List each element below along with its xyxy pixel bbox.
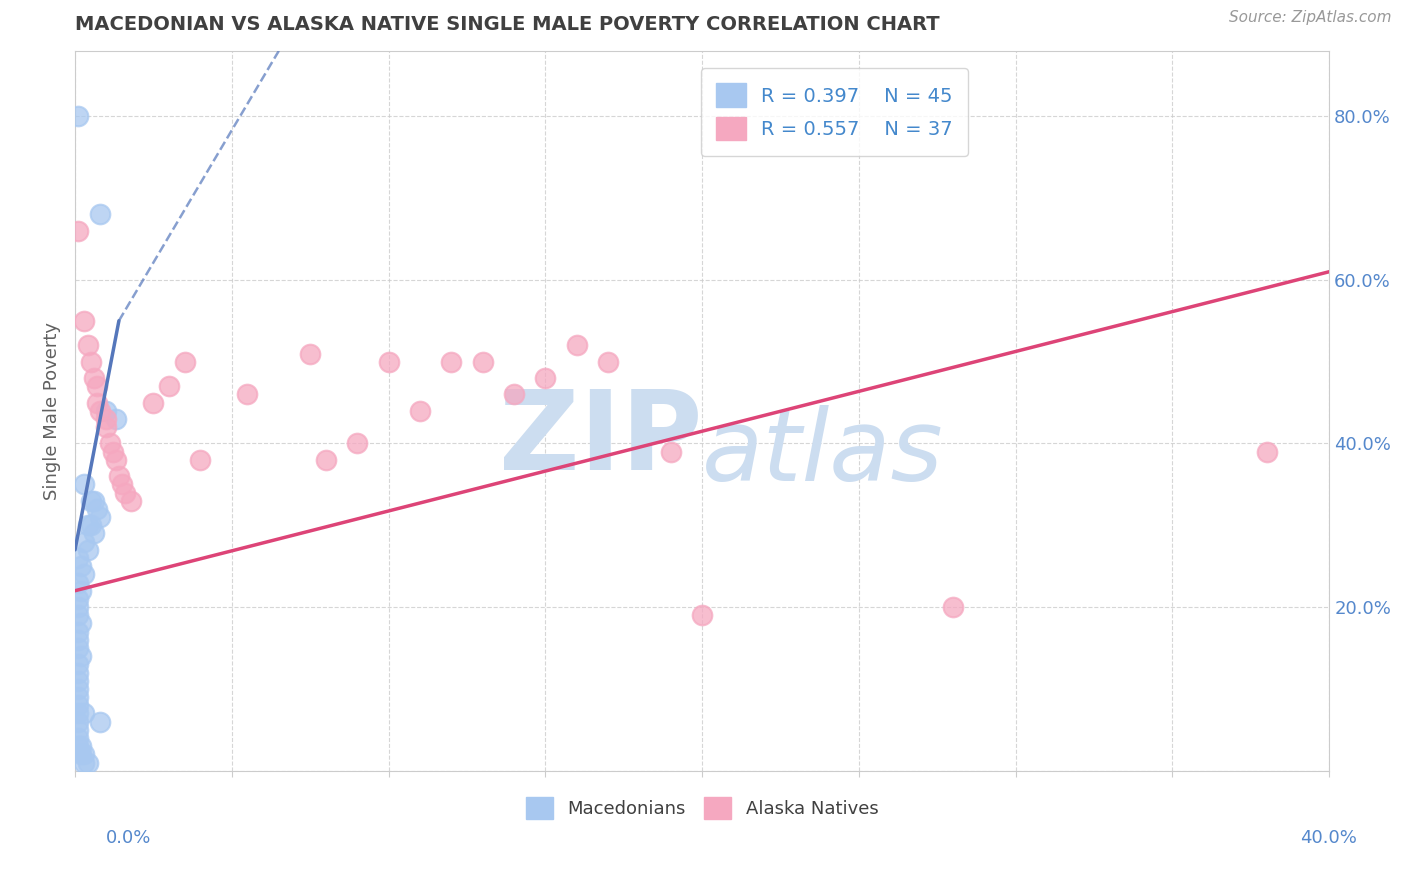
Point — [89, 403, 111, 417]
Point — [67, 731, 90, 745]
Point — [67, 608, 90, 623]
Text: 0.0%: 0.0% — [105, 829, 150, 847]
Point — [70, 559, 93, 574]
Point — [67, 624, 90, 639]
Point — [67, 575, 90, 590]
Point — [67, 673, 90, 688]
Point — [73, 756, 96, 770]
Point — [73, 706, 96, 721]
Legend: Macedonians, Alaska Natives: Macedonians, Alaska Natives — [519, 790, 886, 827]
Point — [67, 600, 90, 615]
Point — [157, 379, 180, 393]
Point — [70, 747, 93, 762]
Point — [377, 354, 399, 368]
Point — [503, 387, 526, 401]
Point — [86, 502, 108, 516]
Point — [83, 526, 105, 541]
Point — [89, 714, 111, 729]
Point — [67, 109, 90, 123]
Point — [80, 518, 103, 533]
Point — [89, 207, 111, 221]
Point — [67, 665, 90, 680]
Point — [690, 608, 713, 623]
Point — [120, 493, 142, 508]
Point — [89, 510, 111, 524]
Point — [70, 616, 93, 631]
Point — [440, 354, 463, 368]
Point — [67, 723, 90, 737]
Point — [409, 403, 432, 417]
Point — [111, 477, 134, 491]
Point — [190, 453, 212, 467]
Point — [96, 420, 118, 434]
Point — [86, 395, 108, 409]
Point — [67, 640, 90, 655]
Point — [96, 412, 118, 426]
Point — [76, 542, 98, 557]
Point — [70, 739, 93, 753]
Point — [73, 567, 96, 582]
Point — [96, 403, 118, 417]
Point — [942, 600, 965, 615]
Point — [596, 354, 619, 368]
Point — [67, 739, 90, 753]
Point — [142, 395, 165, 409]
Point — [101, 444, 124, 458]
Point — [80, 354, 103, 368]
Point — [104, 412, 127, 426]
Point — [98, 436, 121, 450]
Point — [534, 371, 557, 385]
Point — [67, 690, 90, 704]
Point — [104, 453, 127, 467]
Point — [70, 583, 93, 598]
Point — [1256, 444, 1278, 458]
Text: MACEDONIAN VS ALASKA NATIVE SINGLE MALE POVERTY CORRELATION CHART: MACEDONIAN VS ALASKA NATIVE SINGLE MALE … — [75, 15, 939, 34]
Point — [80, 493, 103, 508]
Point — [76, 756, 98, 770]
Point — [83, 371, 105, 385]
Point — [70, 649, 93, 664]
Point — [67, 681, 90, 696]
Point — [659, 444, 682, 458]
Point — [67, 714, 90, 729]
Point — [67, 224, 90, 238]
Point — [67, 591, 90, 606]
Point — [114, 485, 136, 500]
Text: atlas: atlas — [702, 406, 943, 502]
Point — [67, 657, 90, 672]
Point — [73, 314, 96, 328]
Point — [108, 469, 131, 483]
Point — [76, 518, 98, 533]
Point — [236, 387, 259, 401]
Point — [83, 493, 105, 508]
Point — [346, 436, 368, 450]
Point — [299, 346, 322, 360]
Point — [67, 632, 90, 647]
Point — [67, 551, 90, 566]
Point — [173, 354, 195, 368]
Point — [73, 747, 96, 762]
Point — [76, 338, 98, 352]
Point — [315, 453, 337, 467]
Text: 40.0%: 40.0% — [1301, 829, 1357, 847]
Point — [565, 338, 588, 352]
Point — [73, 534, 96, 549]
Point — [86, 379, 108, 393]
Text: ZIP: ZIP — [499, 386, 702, 493]
Point — [471, 354, 494, 368]
Text: Source: ZipAtlas.com: Source: ZipAtlas.com — [1229, 11, 1392, 25]
Point — [67, 706, 90, 721]
Y-axis label: Single Male Poverty: Single Male Poverty — [44, 322, 60, 500]
Point — [67, 698, 90, 713]
Point — [73, 477, 96, 491]
